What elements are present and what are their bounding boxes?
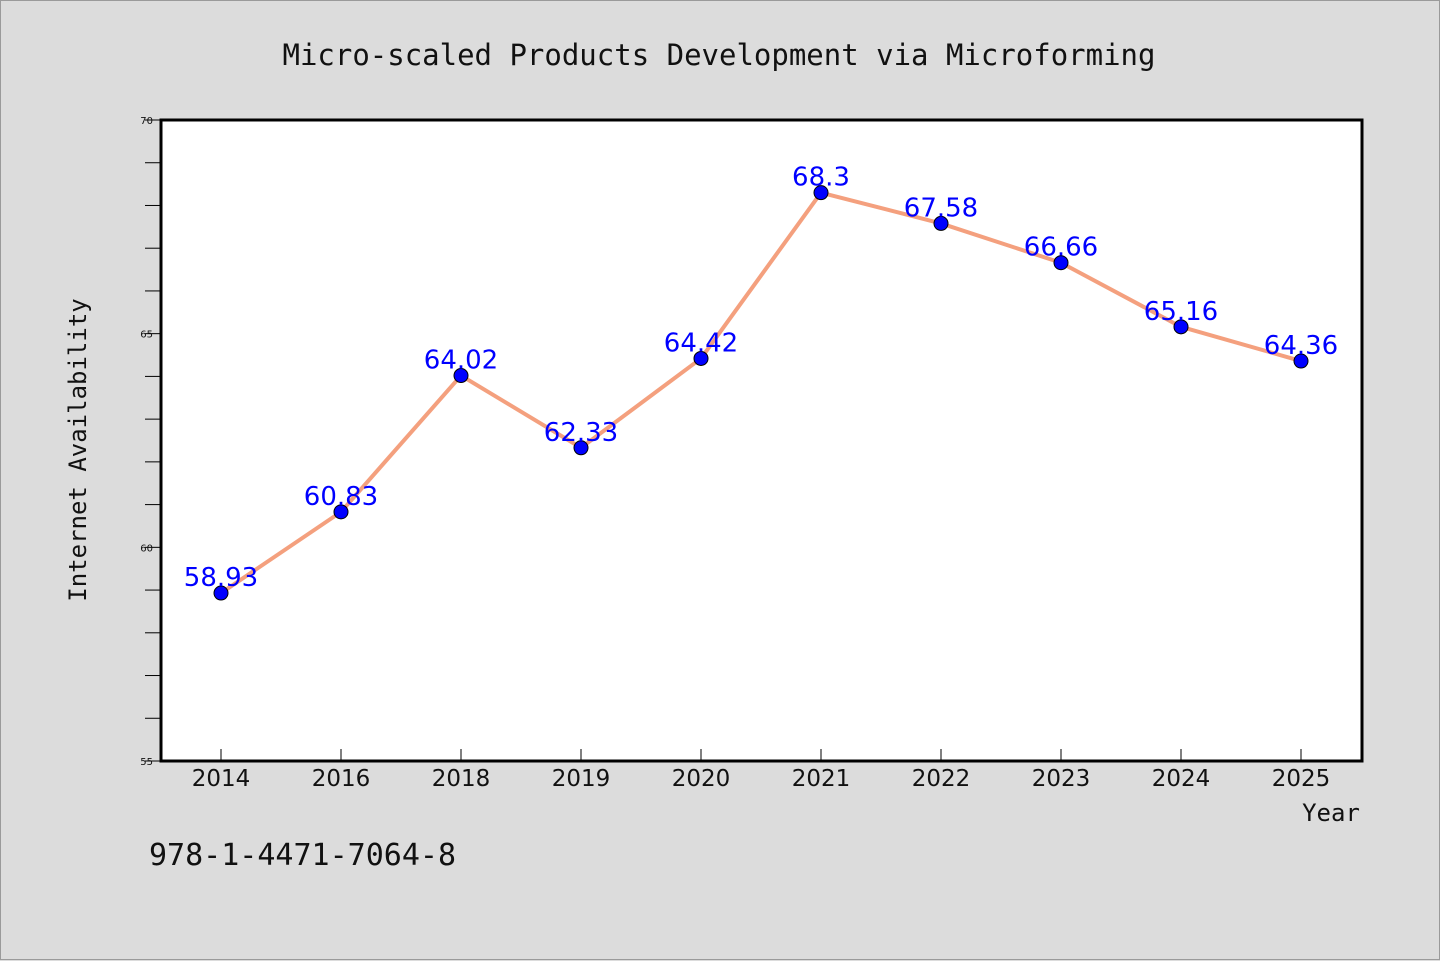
data-labels-group: 58.93 60.83 64.02 62.33 64.42 68.3 67.58 66.66 6… bbox=[184, 163, 1338, 593]
y-tick-label: 60 bbox=[140, 543, 153, 554]
y-tick-label: 70 bbox=[140, 116, 153, 127]
data-point-marker bbox=[813, 185, 829, 201]
data-label: 58.93 bbox=[184, 563, 258, 593]
x-tick-label: 2018 bbox=[432, 766, 491, 792]
y-axis-ticks: 55 60 65 70 bbox=[140, 116, 161, 768]
x-axis-label: Year bbox=[1302, 799, 1360, 827]
plot-area bbox=[161, 120, 1362, 761]
data-label: 67.58 bbox=[904, 193, 978, 223]
x-tick-label: 2016 bbox=[312, 766, 371, 792]
data-point-marker bbox=[933, 215, 949, 231]
x-tick-label: 2023 bbox=[1032, 766, 1091, 792]
x-tick-label: 2025 bbox=[1272, 766, 1331, 792]
x-axis-ticks: 2014 2016 2018 2019 2020 2021 2022 2023 2024 2025 bbox=[192, 749, 1331, 792]
data-point-marker bbox=[1053, 255, 1069, 271]
data-point-marker bbox=[1173, 319, 1189, 335]
chart-title: Micro-scaled Products Development via Mi… bbox=[283, 38, 1156, 72]
data-point-marker bbox=[693, 350, 709, 366]
x-tick-label: 2019 bbox=[552, 766, 611, 792]
data-label: 64.36 bbox=[1264, 331, 1338, 361]
x-tick-label: 2022 bbox=[912, 766, 971, 792]
x-tick-label: 2024 bbox=[1152, 766, 1211, 792]
y-tick-label: 65 bbox=[140, 330, 153, 341]
data-label: 64.02 bbox=[424, 346, 498, 376]
y-axis-label: Internet Availability bbox=[64, 298, 92, 601]
y-tick-label: 55 bbox=[140, 757, 153, 768]
data-point-marker bbox=[453, 368, 469, 384]
data-label: 68.3 bbox=[792, 163, 850, 193]
data-point-marker bbox=[1293, 353, 1309, 369]
plot-frame bbox=[159, 118, 1364, 763]
series-line bbox=[219, 190, 1303, 596]
data-label: 65.16 bbox=[1144, 297, 1218, 327]
series-group bbox=[213, 185, 1309, 601]
data-label: 64.42 bbox=[664, 328, 738, 358]
x-tick-label: 2014 bbox=[192, 766, 251, 792]
data-point-marker bbox=[573, 440, 589, 456]
data-point-marker bbox=[333, 504, 349, 520]
data-label: 60.83 bbox=[304, 482, 378, 512]
data-label: 62.33 bbox=[544, 418, 618, 448]
data-point-marker bbox=[213, 585, 229, 601]
data-label: 66.66 bbox=[1024, 233, 1098, 263]
footer-text: 978-1-4471-7064-8 bbox=[149, 838, 456, 873]
x-tick-label: 2020 bbox=[672, 766, 731, 792]
x-tick-label: 2021 bbox=[792, 766, 851, 792]
